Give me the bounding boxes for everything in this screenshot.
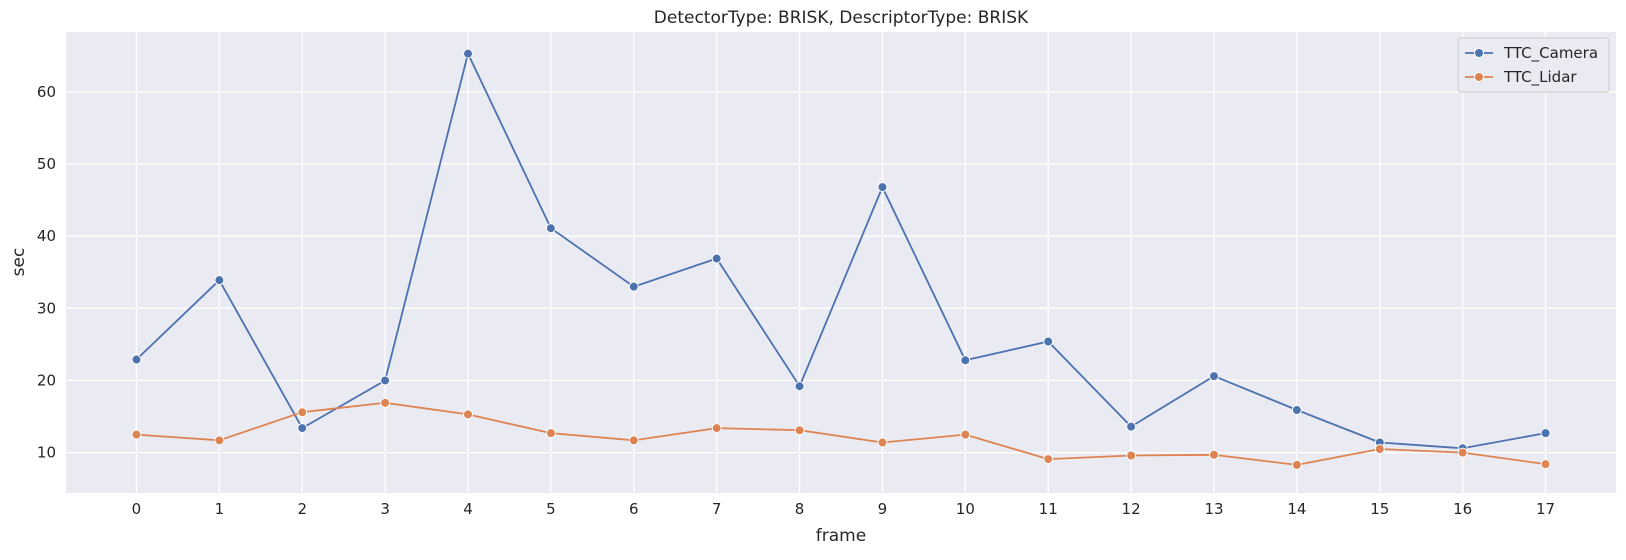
data-point [1457, 447, 1468, 458]
grid-lines [66, 32, 1616, 493]
x-tick-label: 12 [1122, 500, 1141, 518]
data-point [297, 407, 308, 418]
x-tick-label: 13 [1204, 500, 1223, 518]
legend-item: TTC_Lidar [1465, 68, 1577, 87]
data-point [214, 435, 225, 446]
x-tick-label: 3 [380, 500, 390, 518]
data-point [628, 281, 639, 292]
x-tick-label: 2 [297, 500, 307, 518]
data-point [1043, 336, 1054, 347]
x-tick-label: 4 [463, 500, 473, 518]
data-point [628, 435, 639, 446]
x-tick-label: 6 [629, 500, 639, 518]
data-point [463, 48, 474, 59]
x-tick-label: 15 [1370, 500, 1389, 518]
y-axis-label: sec [9, 248, 29, 277]
data-point [794, 425, 805, 436]
y-tick-label: 60 [37, 83, 56, 101]
x-tick-label: 17 [1536, 500, 1555, 518]
legend-label: TTC_Camera [1503, 44, 1598, 63]
x-tick-label: 5 [546, 500, 556, 518]
legend-item: TTC_Camera [1465, 44, 1598, 63]
data-point [711, 253, 722, 264]
data-point [1208, 371, 1219, 382]
data-point [545, 223, 556, 234]
x-tick-label: 0 [132, 500, 142, 518]
y-tick-labels: 10 20 30 40 50 60 [37, 83, 56, 462]
data-point [297, 423, 308, 434]
y-tick-label: 20 [37, 371, 56, 389]
data-point [1540, 428, 1551, 439]
data-point [1126, 450, 1137, 461]
y-tick-label: 30 [37, 299, 56, 317]
data-point [380, 397, 391, 408]
series-line [136, 401, 1546, 466]
legend: TTC_Camera TTC_Lidar [1457, 37, 1610, 93]
series-line [135, 52, 1546, 450]
data-point [545, 428, 556, 439]
legend-marker [1474, 48, 1484, 58]
data-point [1291, 405, 1302, 416]
data-point [1291, 459, 1302, 470]
data-point [1126, 421, 1137, 432]
legend-marker [1474, 72, 1484, 82]
data-point [877, 437, 888, 448]
x-tick-label: 7 [712, 500, 722, 518]
x-tick-label: 16 [1453, 500, 1472, 518]
chart-title: DetectorType: BRISK, DescriptorType: BRI… [654, 8, 1029, 28]
x-tick-label: 9 [878, 500, 888, 518]
data-point [794, 381, 805, 392]
x-tick-label: 14 [1287, 500, 1306, 518]
y-tick-label: 50 [37, 155, 56, 173]
legend-label: TTC_Lidar [1503, 68, 1577, 87]
data-point [960, 355, 971, 366]
x-tick-label: 11 [1039, 500, 1058, 518]
data-point [1208, 449, 1219, 460]
data-point [1043, 454, 1054, 465]
data-point [380, 375, 391, 386]
data-point [1540, 459, 1551, 470]
data-point [960, 429, 971, 440]
x-tick-label: 8 [795, 500, 805, 518]
data-point [131, 354, 142, 365]
x-tick-labels: 0 1 2 3 4 5 6 7 8 9 10 11 12 13 14 15 16 17 [132, 500, 1555, 518]
legend-box [1457, 37, 1610, 93]
data-point [877, 182, 888, 193]
x-tick-label: 1 [215, 500, 225, 518]
data-point [1374, 443, 1385, 454]
y-tick-label: 10 [37, 444, 56, 462]
x-axis-label: frame [816, 526, 866, 546]
series-layer [131, 48, 1551, 470]
data-point [711, 423, 722, 434]
data-point [131, 429, 142, 440]
y-tick-label: 40 [37, 227, 56, 245]
series-ttc-lidar [131, 397, 1551, 470]
x-tick-label: 10 [956, 500, 975, 518]
data-point [214, 275, 225, 286]
plot-area [66, 32, 1616, 493]
data-point [463, 409, 474, 420]
